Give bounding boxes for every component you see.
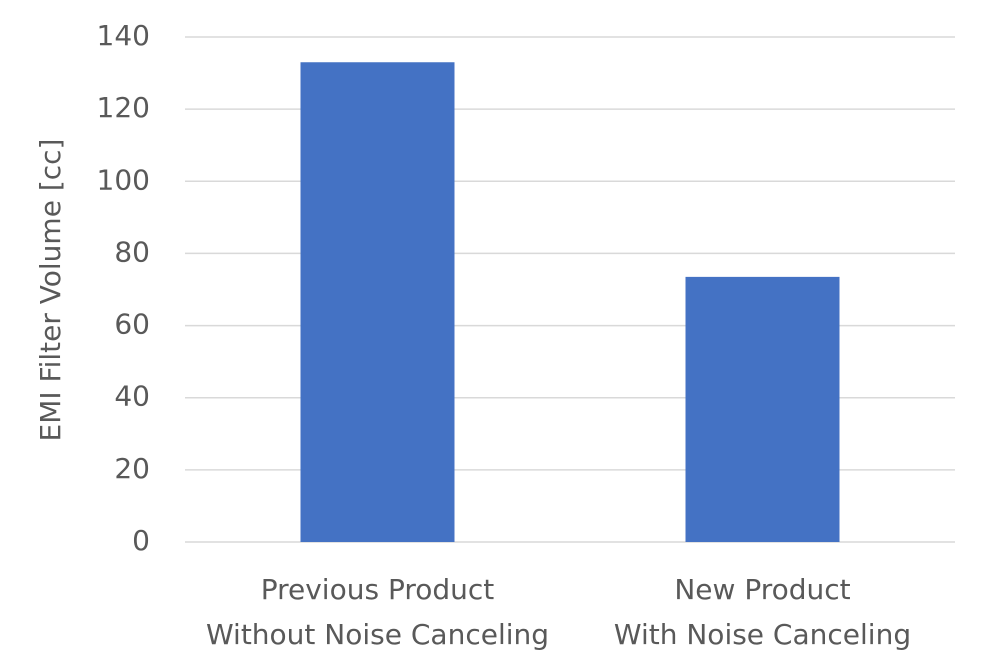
x-tick-label: New Product <box>674 573 850 606</box>
y-tick-label: 100 <box>97 163 150 196</box>
y-tick-label: 120 <box>97 91 150 124</box>
bar <box>300 62 455 542</box>
bar <box>685 276 840 542</box>
x-tick-label: Without Noise Canceling <box>206 618 549 651</box>
y-tick-label: 140 <box>97 19 150 52</box>
y-axis-title: EMI Filter Volume [cc] <box>34 139 67 442</box>
y-tick-label: 60 <box>114 308 150 341</box>
y-tick-label: 20 <box>114 452 150 485</box>
y-tick-label: 40 <box>114 380 150 413</box>
y-tick-label: 80 <box>114 235 150 268</box>
y-tick-label: 0 <box>132 524 150 557</box>
x-tick-label: Previous Product <box>261 573 495 606</box>
x-tick-label: With Noise Canceling <box>614 618 911 651</box>
